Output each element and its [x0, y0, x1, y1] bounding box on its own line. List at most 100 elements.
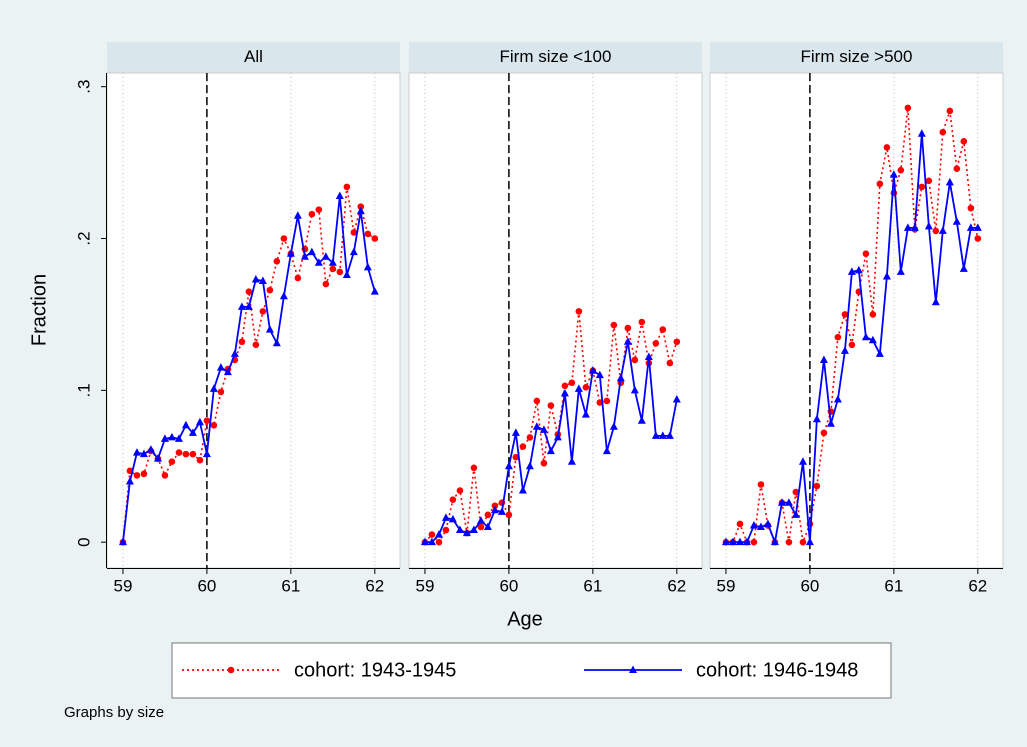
note: Graphs by size [64, 704, 164, 721]
data-point [286, 249, 295, 257]
data-point [252, 341, 260, 349]
data-point [505, 511, 513, 519]
data-point [974, 235, 982, 242]
data-point [932, 227, 940, 235]
data-point [637, 416, 646, 424]
x-tick-label: 62 [667, 576, 686, 595]
data-point [673, 338, 681, 346]
data-point [631, 356, 639, 364]
data-point [785, 538, 793, 546]
data-point [294, 274, 302, 282]
data-point [441, 513, 450, 521]
data-point [435, 538, 443, 546]
data-point [904, 104, 912, 112]
data-point [349, 247, 358, 256]
data-point [370, 287, 379, 295]
data-point [777, 498, 786, 506]
x-tick-label: 62 [968, 576, 987, 595]
data-point [293, 211, 302, 219]
data-point [749, 520, 758, 529]
data-point [609, 422, 618, 430]
data-point [946, 107, 954, 115]
data-point [938, 226, 947, 234]
data-point [456, 487, 464, 494]
data-point [470, 464, 478, 472]
plot-area [106, 72, 401, 569]
data-point [133, 472, 141, 479]
data-point [328, 258, 337, 266]
data-point [876, 180, 884, 188]
data-point [840, 346, 849, 354]
data-point [223, 367, 232, 376]
data-point [819, 355, 828, 363]
data-point [652, 339, 660, 347]
data-point [658, 431, 667, 439]
data-point [490, 505, 499, 514]
data-point [666, 359, 674, 367]
data-point [841, 311, 849, 318]
data-point [132, 448, 141, 456]
data-point [953, 165, 961, 172]
data-point [757, 481, 765, 488]
data-point [868, 335, 877, 344]
data-point [448, 514, 457, 523]
data-point [672, 394, 681, 403]
data-point [918, 183, 926, 191]
data-point [798, 457, 807, 465]
data-point [651, 431, 660, 439]
legend-label: cohort: 1943-1945 [294, 659, 456, 681]
data-point [300, 252, 309, 260]
data-point [960, 138, 968, 145]
data-point [363, 262, 372, 271]
y-tick-label: .2 [74, 231, 93, 245]
data-point [568, 379, 576, 387]
data-point [869, 311, 877, 318]
x-tick-label: 61 [583, 576, 602, 595]
data-point [735, 537, 744, 546]
data-point [903, 223, 912, 231]
data-point [491, 502, 499, 510]
y-tick-label: 0 [74, 537, 93, 546]
data-point [623, 337, 632, 345]
data-point [945, 177, 954, 186]
data-point [595, 370, 604, 379]
data-point [917, 129, 926, 137]
x-tick-label: 59 [113, 576, 132, 595]
data-point [834, 333, 842, 341]
data-point [588, 366, 597, 374]
data-point [202, 449, 211, 458]
data-point [967, 204, 975, 212]
data-point [638, 318, 646, 326]
data-point [336, 268, 344, 276]
data-point [140, 470, 148, 478]
x-tick-label: 62 [365, 576, 384, 595]
data-point [167, 432, 176, 441]
data-point [512, 453, 520, 461]
data-point [602, 446, 611, 455]
data-point [442, 526, 450, 534]
data-point [280, 235, 288, 242]
x-tick-label: 59 [716, 576, 735, 595]
data-point [484, 511, 492, 519]
data-point [462, 528, 471, 537]
data-point [728, 537, 737, 546]
data-point [883, 144, 891, 151]
data-point [371, 235, 379, 242]
data-point [251, 275, 260, 283]
data-point [175, 449, 183, 456]
data-point [161, 472, 169, 479]
data-point [539, 425, 548, 433]
data-point [153, 454, 162, 462]
data-point [644, 352, 653, 360]
data-point [560, 388, 569, 397]
data-point [763, 519, 772, 527]
data-point [203, 417, 211, 425]
legend [171, 642, 892, 699]
data-point [265, 325, 274, 333]
data-point [925, 177, 933, 185]
y-tick-label: .3 [74, 80, 93, 94]
data-point [469, 525, 478, 534]
data-point [181, 420, 190, 429]
data-point [882, 271, 891, 280]
